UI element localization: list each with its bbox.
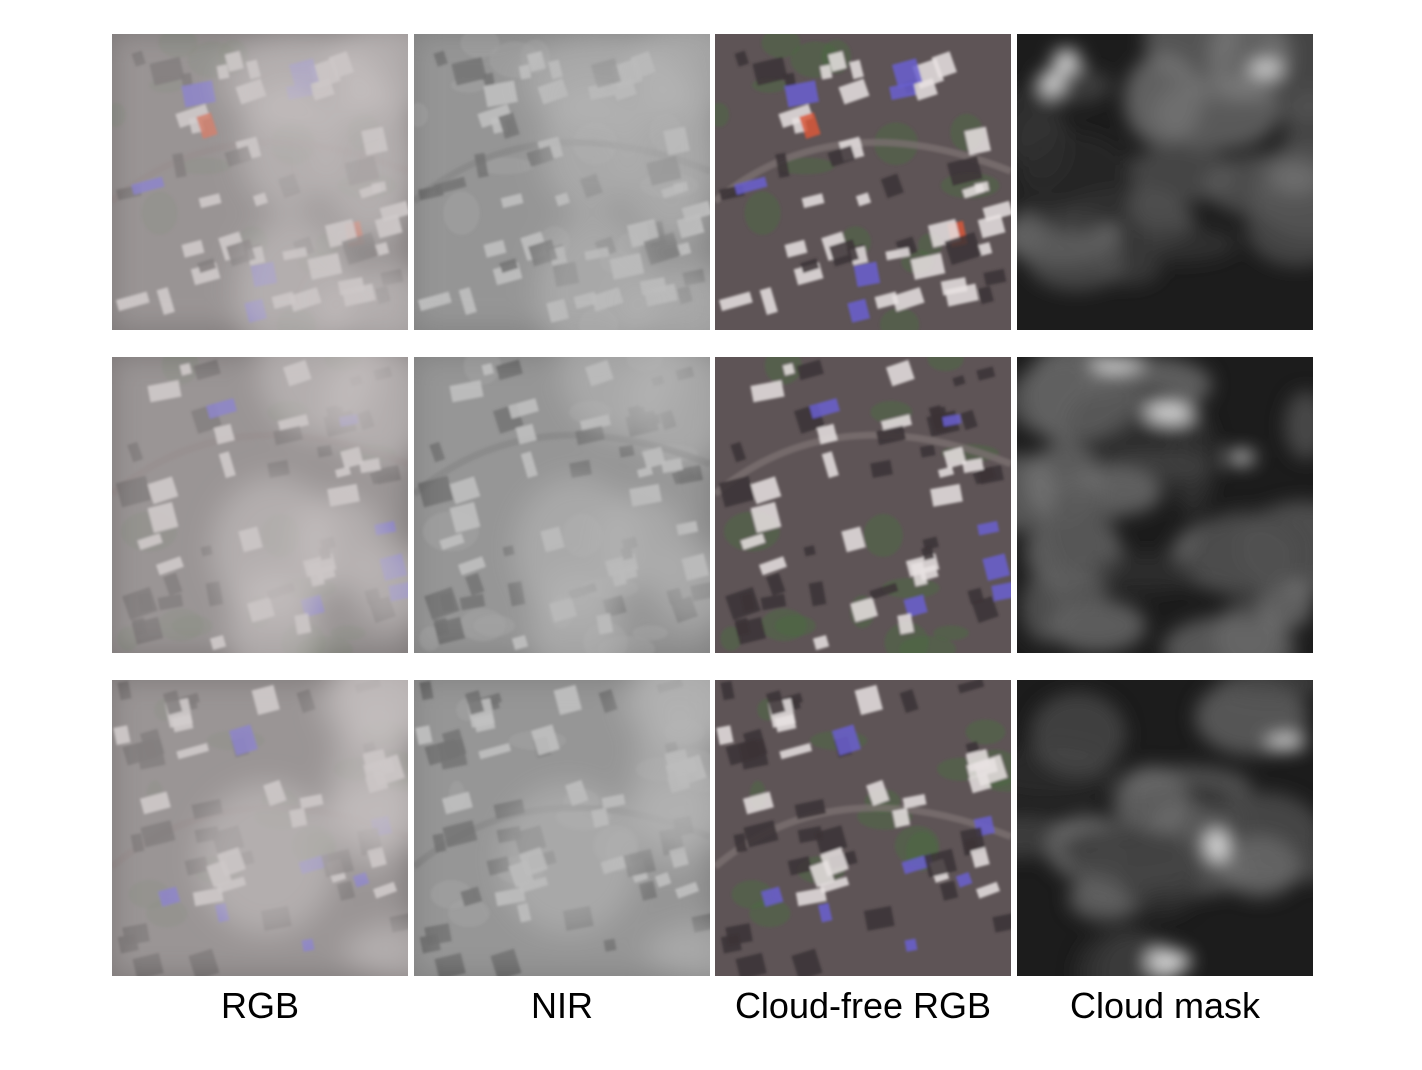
label-cloud-free-rgb: Cloud-free RGB — [734, 985, 992, 1026]
rgb-image-row-1 — [112, 34, 408, 330]
cloud-mask-image-row-1 — [1017, 34, 1313, 330]
column-labels: RGB NIR Cloud-free RGB Cloud mask — [112, 984, 1313, 1034]
label-nir: NIR — [531, 985, 593, 1026]
cloud-free-rgb-image-row-3 — [715, 680, 1011, 976]
rgb-image-row-3 — [112, 680, 408, 976]
label-cloud-mask: Cloud mask — [1069, 985, 1261, 1026]
cloud-mask-image-row-2 — [1017, 357, 1313, 653]
nir-image-row-3 — [414, 680, 710, 976]
cloud-mask-image-row-3 — [1017, 680, 1313, 976]
label-rgb: RGB — [220, 985, 299, 1026]
nir-image-row-1 — [414, 34, 710, 330]
image-grid — [112, 34, 1313, 976]
cloud-free-rgb-image-row-2 — [715, 357, 1011, 653]
nir-image-row-2 — [414, 357, 710, 653]
cloud-free-rgb-image-row-1 — [715, 34, 1011, 330]
rgb-image-row-2 — [112, 357, 408, 653]
